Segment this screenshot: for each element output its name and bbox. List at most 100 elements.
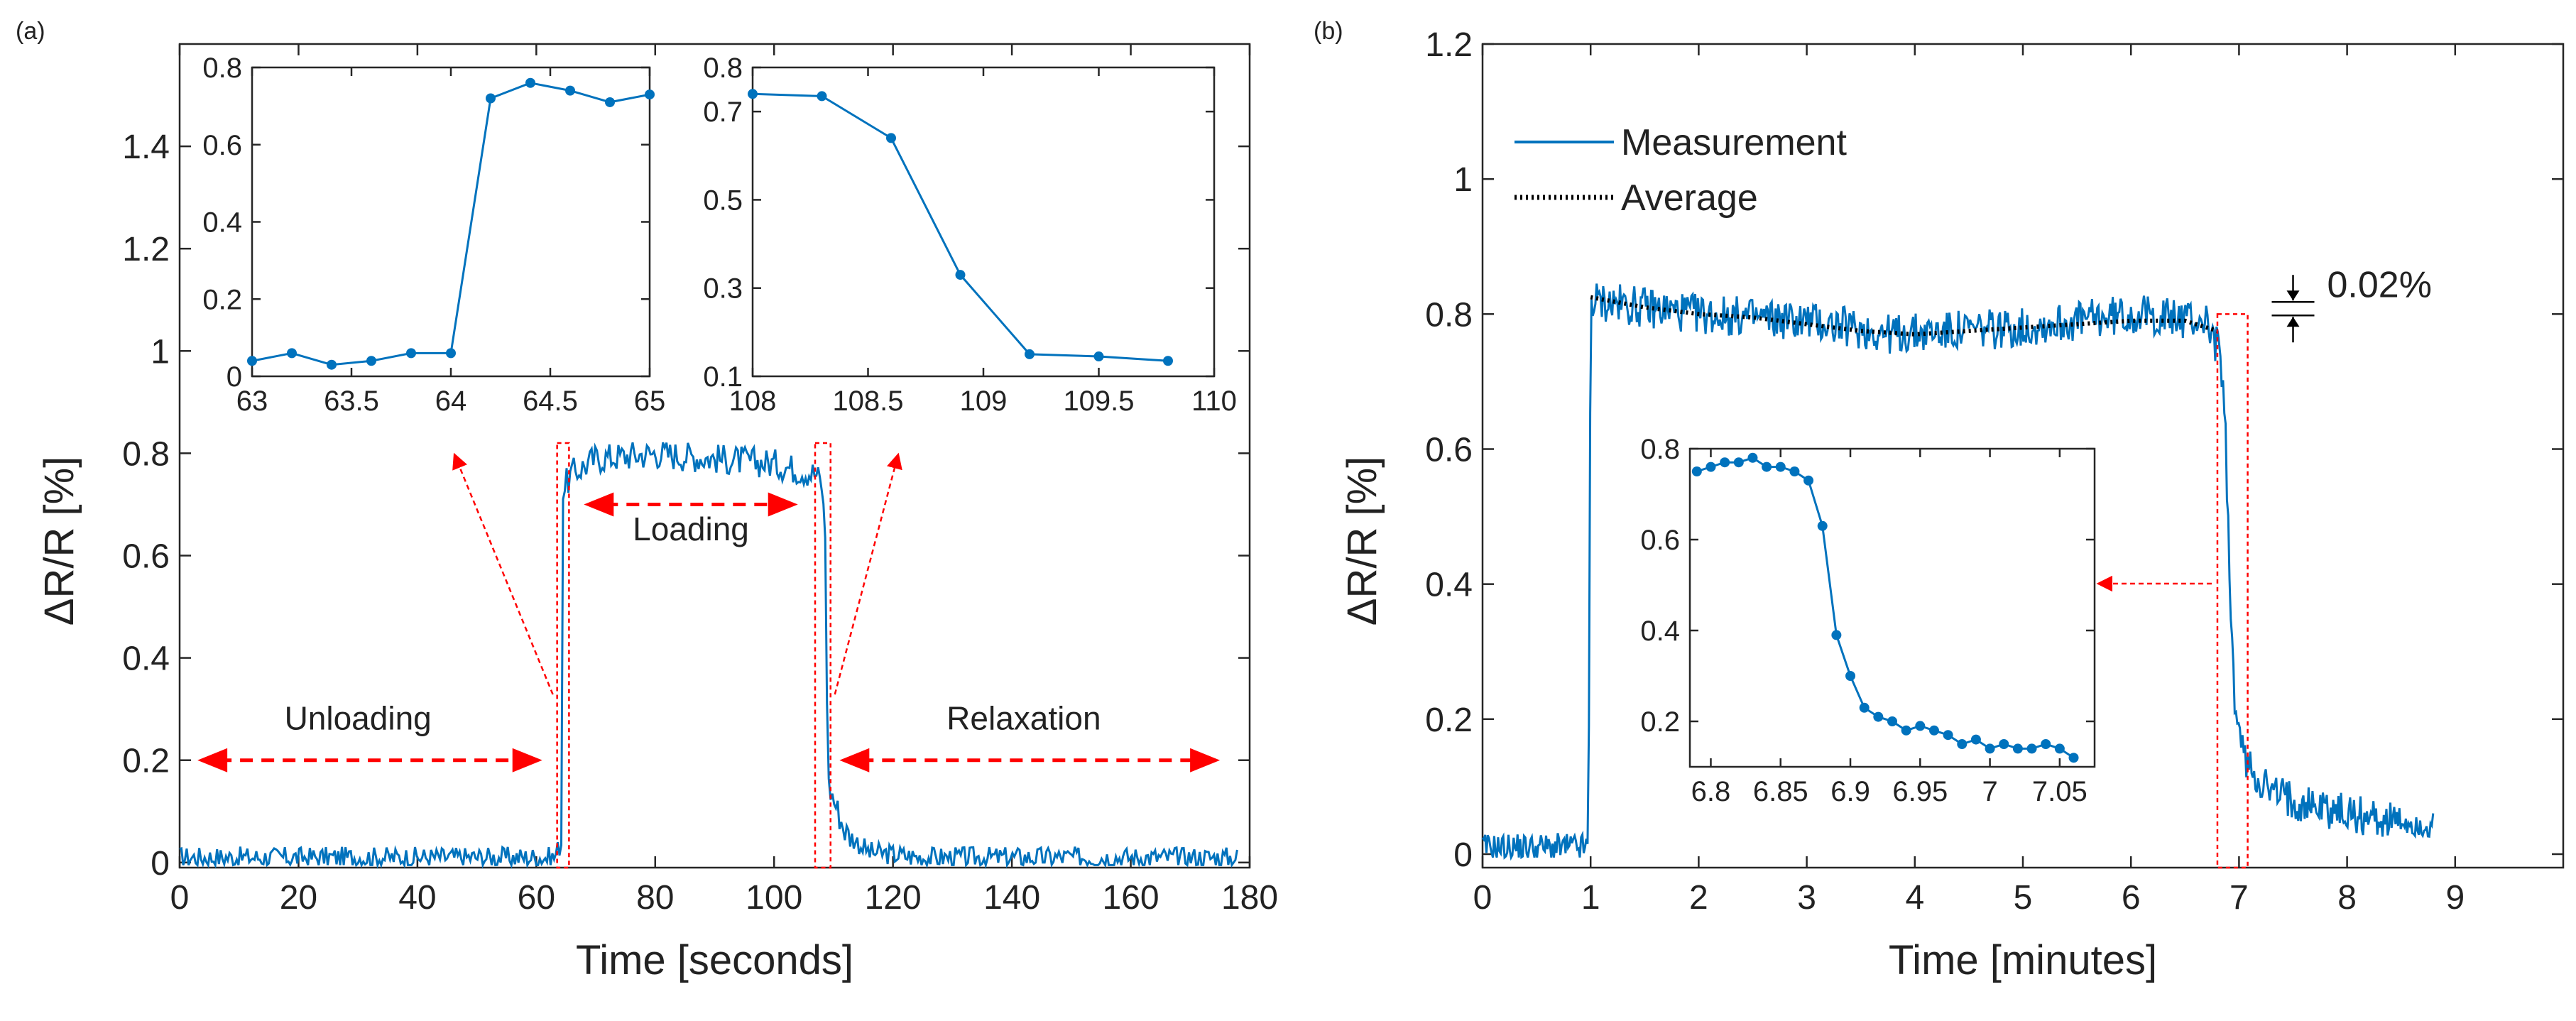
data-point: [1747, 452, 1758, 463]
y-tick-label: 0.8: [202, 53, 242, 84]
annotation-label: Loading: [633, 510, 749, 547]
connector-arrow: [452, 452, 554, 695]
data-point: [1762, 462, 1772, 472]
arrow-head-left: [584, 492, 614, 517]
x-tick-label: 6: [2122, 879, 2141, 917]
data-point: [1775, 462, 1786, 472]
y-tick-label: 1.4: [122, 129, 170, 166]
x-tick-label: 64: [435, 386, 467, 417]
b_inset-chart: 6.8 6.85 6.9 6.95 7 7.05 0.2 0.4 0.6 0.8: [1640, 434, 2096, 807]
x-tick-label: 180: [1221, 879, 1278, 917]
panel-b-label: (b): [1314, 18, 1343, 45]
data-point: [486, 93, 496, 104]
y-tick-label: 0.8: [1640, 434, 1680, 465]
data-point: [366, 356, 376, 366]
data-point: [1789, 466, 1800, 476]
data-point: [1163, 356, 1173, 366]
data-point: [1887, 716, 1897, 726]
y-tick-label: 1: [1453, 161, 1473, 199]
y-tick-label: 0.6: [1640, 525, 1680, 556]
x-tick-label: 64.5: [523, 386, 578, 417]
arrow-head-right: [768, 492, 798, 517]
y-tick-label: 0.6: [202, 130, 242, 161]
y-tick-label: 1: [151, 333, 170, 371]
y-tick-label: 0.8: [122, 435, 170, 473]
data-point: [2012, 743, 2023, 754]
y-tick-label: 0: [1453, 836, 1473, 874]
connector-arrow: [834, 452, 902, 695]
data-point: [1845, 671, 1856, 681]
x-tick-label: 140: [983, 879, 1040, 917]
x-tick-label: 120: [865, 879, 922, 917]
data-point: [1957, 739, 1968, 749]
annotation-label: Relaxation: [946, 699, 1101, 736]
x-tick-label: 20: [280, 879, 317, 917]
x-tick-label: 7: [1982, 776, 1997, 807]
data-point: [1970, 734, 1981, 745]
measurement-line: [179, 442, 1238, 869]
y-axis-label: ΔR/R [%]: [1339, 457, 1385, 626]
x-tick-label: 110: [1191, 386, 1237, 417]
x-tick-label: 2: [1689, 879, 1708, 917]
y-tick-label: 0.2: [1640, 706, 1680, 738]
x-tick-label: 3: [1797, 879, 1816, 917]
data-point: [287, 348, 297, 359]
y-tick-label: 0: [227, 361, 242, 393]
x-tick-label: 109.5: [1063, 386, 1134, 417]
x-tick-label: 6.85: [1753, 776, 1808, 807]
data-point: [2026, 743, 2037, 754]
x-tick-label: 4: [1905, 879, 1924, 917]
data-point: [1999, 739, 2009, 749]
x-tick-label: 109: [960, 386, 1008, 417]
dimension-label: 0.02%: [2327, 265, 2432, 306]
y-tick-label: 0.6: [1425, 431, 1473, 469]
legend-label-measurement: Measurement: [1621, 122, 1847, 163]
panel-a-label: (a): [16, 18, 45, 45]
arrow-head-right: [1190, 748, 1221, 772]
y-tick-label: 0.2: [202, 284, 242, 315]
data-point: [2054, 743, 2065, 754]
y-tick-label: 1.2: [122, 231, 170, 268]
x-tick-label: 100: [746, 879, 802, 917]
data-point: [605, 97, 615, 107]
data-point: [2041, 739, 2051, 749]
arrow-head-left: [197, 748, 228, 772]
b_inset-plot-frame: [1688, 447, 2096, 768]
x-tick-label: 0: [1473, 879, 1492, 917]
data-point: [1720, 457, 1730, 468]
data-point: [565, 85, 575, 96]
x-tick-label: 63: [236, 386, 268, 417]
x-tick-label: 6.8: [1691, 776, 1731, 807]
x-tick-label: 6.9: [1830, 776, 1870, 807]
data-point: [955, 270, 966, 280]
y-tick-label: 0: [151, 845, 170, 883]
data-point: [748, 89, 758, 99]
data-point: [817, 91, 827, 102]
a_inset2-plot-frame: [751, 66, 1216, 378]
x-tick-label: 60: [518, 879, 555, 917]
data-point: [1691, 466, 1702, 476]
measurement-line: [1481, 283, 2435, 861]
arrow-head-right: [512, 748, 542, 772]
y-tick-label: 0.8: [703, 53, 743, 84]
y-tick-label: 0.2: [122, 743, 170, 780]
data-point: [1915, 721, 1926, 731]
x-tick-label: 40: [398, 879, 436, 917]
data-point: [1928, 725, 1939, 736]
zoom-box: [2216, 313, 2249, 869]
a_inset2-chart: 108 108.5 109 109.5 110 0.1 0.3 0.5 0.7 0.8: [703, 53, 1237, 417]
data-point: [1733, 457, 1744, 468]
y-tick-label: 0.6: [122, 537, 170, 575]
x-tick-label: 108: [729, 386, 777, 417]
y-tick-label: 0.4: [1425, 567, 1473, 604]
x-tick-label: 1: [1581, 879, 1600, 917]
y-tick-label: 0.1: [703, 361, 743, 393]
x-tick-label: 65: [634, 386, 666, 417]
dimension-arrow-head: [2286, 317, 2300, 327]
data-point: [1985, 743, 1995, 754]
data-point: [1803, 475, 1814, 486]
data-point: [1859, 702, 1870, 713]
y-tick-label: 0.4: [1640, 616, 1680, 647]
y-axis-label: ΔR/R [%]: [36, 457, 82, 626]
annotation-label: Unloading: [285, 699, 432, 736]
